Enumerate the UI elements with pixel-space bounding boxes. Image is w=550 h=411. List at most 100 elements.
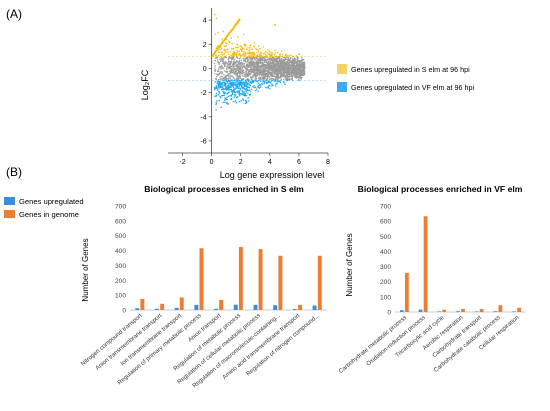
ma-point — [272, 66, 275, 68]
ma-point — [287, 75, 289, 78]
ma-point — [214, 33, 217, 35]
ma-point — [271, 67, 274, 69]
ma-point — [277, 64, 279, 67]
ma-point — [252, 51, 254, 53]
ma-point — [244, 99, 247, 102]
ma-point — [270, 64, 273, 66]
ma-point — [262, 78, 264, 80]
ma-point — [285, 64, 287, 66]
ma-point — [227, 95, 230, 98]
ma-point — [283, 66, 285, 68]
ma-point — [237, 65, 239, 67]
ma-point — [264, 67, 267, 70]
s-elm-bar-upregulated — [233, 304, 238, 310]
vf-elm-bar-genome — [423, 216, 428, 312]
s-elm-bar-upregulated — [312, 305, 317, 310]
ma-point — [259, 80, 262, 83]
ma-point — [297, 68, 299, 70]
ma-point — [237, 46, 239, 49]
ma-point — [274, 85, 277, 87]
ma-point — [283, 72, 285, 75]
ma-point — [276, 70, 278, 73]
ma-point — [220, 48, 223, 50]
ma-point — [239, 80, 242, 83]
ma-point — [246, 75, 249, 77]
ma-point — [279, 58, 281, 60]
ma-point — [289, 69, 292, 72]
ma-point — [255, 77, 258, 80]
ma-point — [225, 67, 228, 69]
ma-point — [242, 78, 245, 81]
ma-point — [239, 48, 242, 51]
ma-point — [253, 42, 255, 44]
ma-point — [221, 86, 224, 88]
ma-point — [225, 51, 227, 54]
ma-point — [244, 74, 247, 76]
s-elm-y-tick-label: 400 — [115, 248, 126, 255]
vf-elm-bar-chart: 0 100 200 300 400 500 600 700 Carbohydrate metab… — [338, 204, 526, 375]
ma-point — [293, 60, 295, 62]
ma-point — [215, 102, 218, 104]
ma-point — [297, 78, 300, 81]
ma-point — [282, 73, 284, 76]
ma-point — [282, 71, 284, 73]
s-elm-x-tick-label: Regulation of nitrogen compound... — [246, 313, 322, 378]
vf-elm-bar-upregulated — [437, 311, 442, 312]
ma-point — [224, 101, 226, 104]
ma-point — [269, 51, 271, 54]
ma-point — [258, 65, 260, 68]
vf-elm-y-tick-label: 700 — [380, 204, 391, 211]
ma-point — [226, 64, 229, 66]
ma-point — [241, 67, 243, 70]
ma-point — [226, 96, 228, 99]
ma-point — [243, 71, 245, 74]
ma-point — [297, 77, 299, 79]
ma-point — [258, 76, 260, 79]
ma-point — [225, 89, 228, 91]
ma-point — [262, 76, 265, 78]
ma-point — [272, 84, 274, 87]
ma-point — [257, 60, 260, 62]
vf-elm-y-tick-label: 100 — [380, 294, 391, 301]
ma-point — [296, 74, 299, 76]
ma-point — [253, 84, 255, 87]
ma-point — [302, 66, 305, 69]
ma-point — [230, 84, 232, 86]
ma-point — [281, 62, 283, 65]
ma-point — [292, 71, 295, 74]
ma-point — [280, 71, 282, 73]
ma-x-tick-label: 8 — [326, 159, 330, 166]
ma-point — [230, 90, 233, 92]
ma-point — [287, 64, 290, 67]
panel-a-label: (A) — [6, 7, 22, 21]
ma-point — [222, 94, 224, 97]
ma-point — [296, 59, 298, 61]
ma-point — [246, 82, 248, 84]
ma-point — [233, 71, 235, 74]
ma-point — [233, 91, 235, 93]
ma-point — [272, 53, 274, 55]
ma-x-tick-label: -2 — [179, 159, 185, 166]
ma-point — [300, 60, 302, 63]
ma-point — [217, 60, 219, 63]
ma-point — [298, 74, 301, 77]
vf-elm-bar-genome — [498, 305, 503, 312]
ma-point — [237, 70, 239, 72]
ma-point — [246, 52, 249, 54]
ma-point — [214, 88, 216, 90]
ma-point — [233, 62, 235, 65]
ma-point — [226, 42, 228, 44]
bar-legend-swatch-upregulated — [4, 197, 15, 205]
ma-point — [239, 56, 242, 58]
ma-point — [241, 50, 243, 53]
ma-point — [260, 54, 263, 57]
ma-point — [272, 61, 274, 64]
ma-point — [279, 55, 281, 57]
ma-point — [232, 69, 235, 72]
ma-point — [252, 57, 254, 60]
ma-point — [281, 66, 283, 68]
ma-point — [254, 66, 256, 68]
ma-point — [224, 56, 227, 59]
ma-point — [233, 51, 236, 54]
ma-point — [228, 64, 230, 66]
